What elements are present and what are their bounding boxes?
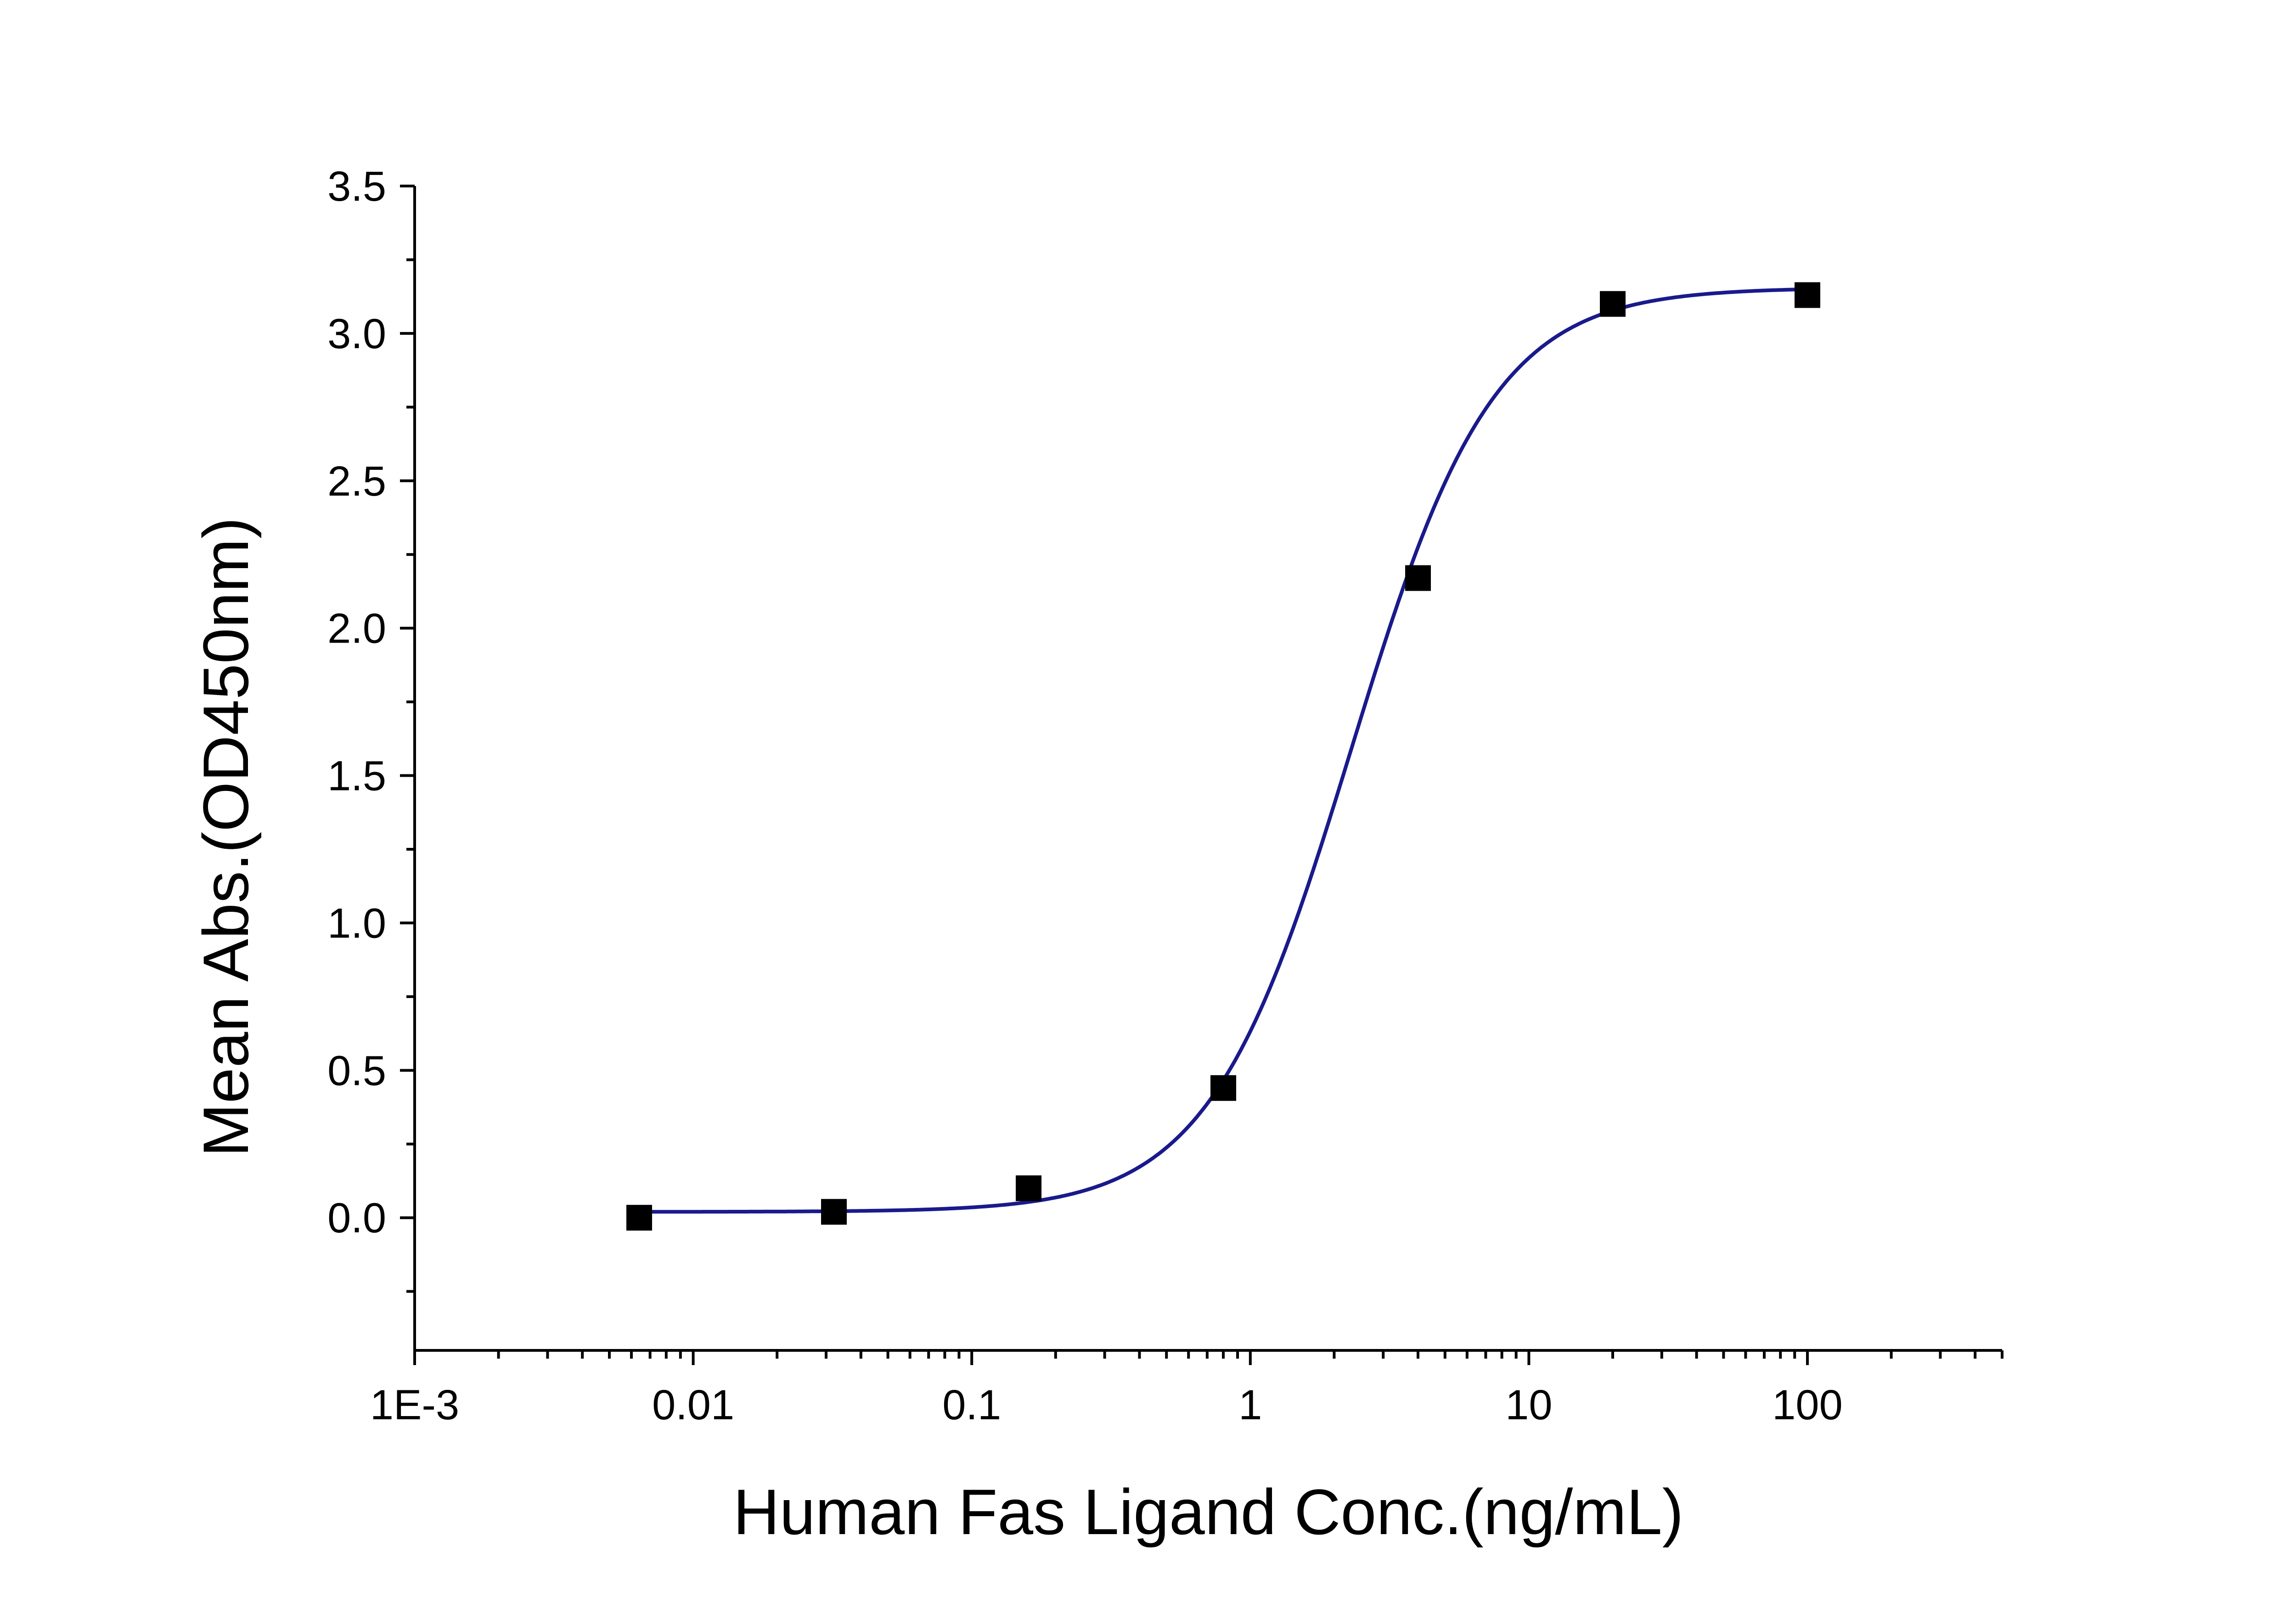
data-point [1600, 291, 1626, 317]
x-tick-label: 0.01 [652, 1382, 734, 1428]
data-point [626, 1205, 653, 1231]
x-ticks: 1E-3 0.01 0.1 1 10 100 [370, 1350, 2003, 1428]
data-points [626, 282, 1821, 1231]
y-tick-label: 3.0 [327, 310, 386, 357]
data-point [1405, 565, 1431, 591]
x-tick-label: 100 [1772, 1382, 1843, 1428]
y-tick-label: 1.5 [327, 753, 386, 800]
x-tick-label: 1 [1238, 1382, 1262, 1428]
x-tick-label: 1E-3 [370, 1382, 459, 1428]
fit-curve [639, 287, 1808, 1214]
data-point [1795, 282, 1821, 308]
y-ticks: 0.0 0.5 1.0 1.5 2.0 2.5 3.0 3.5 [327, 163, 415, 1293]
data-point [1016, 1175, 1042, 1202]
y-tick-label: 0.5 [327, 1047, 386, 1094]
x-axis-title: Human Fas Ligand Conc.(ng/mL) [733, 1476, 1684, 1548]
y-tick-label: 2.5 [327, 458, 386, 505]
data-point [1210, 1075, 1237, 1101]
axes [413, 186, 2002, 1352]
y-tick-label: 2.0 [327, 605, 386, 652]
x-tick-label: 10 [1505, 1382, 1552, 1428]
y-axis-title: Mean Abs.(OD450nm) [190, 517, 262, 1157]
y-tick-label: 3.5 [327, 163, 386, 210]
data-point [821, 1199, 847, 1225]
y-tick-label: 1.0 [327, 900, 386, 947]
x-tick-label: 0.1 [942, 1382, 1001, 1428]
y-tick-label: 0.0 [327, 1195, 386, 1242]
